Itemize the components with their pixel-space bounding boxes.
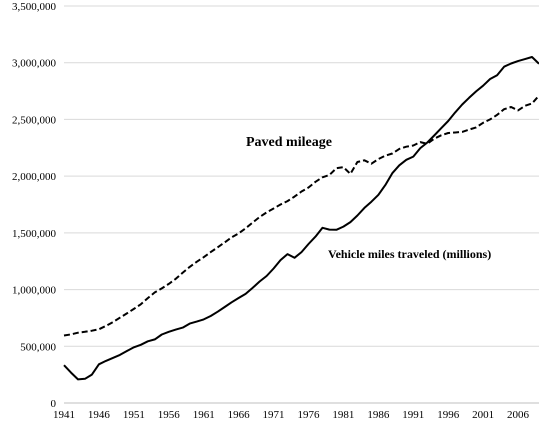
x-tick-label: 1951 [123,409,145,421]
y-tick-label: 1,000,000 [12,285,57,297]
y-tick-label: 500,000 [20,341,56,353]
x-tick-label: 2001 [472,409,494,421]
x-tick-label: 2006 [507,409,530,421]
y-tick-label: 2,500,000 [12,114,57,126]
series-label-paved-mileage: Paved mileage [246,135,332,150]
x-tick-label: 1946 [88,409,111,421]
x-tick-label: 1996 [437,409,460,421]
x-tick-label: 1986 [367,409,390,421]
y-tick-label: 2,000,000 [12,171,57,183]
x-tick-label: 1981 [332,409,354,421]
x-tick-label: 1941 [53,409,75,421]
y-tick-label: 3,000,000 [12,58,57,70]
series-line-paved-mileage [63,94,539,337]
x-tick-labels: 1941 1946 1951 1956 1961 1966 1971 1976 1981 1986… [53,409,530,421]
y-tick-label: 3,500,000 [12,1,57,13]
series-line-vehicle-miles [63,56,539,381]
x-tick-label: 1991 [402,409,424,421]
x-tick-label: 1971 [263,409,285,421]
y-tick-label: 0 [51,398,57,410]
x-tick-label: 1961 [193,409,215,421]
x-tick-label: 1956 [158,409,181,421]
x-tick-label: 1976 [297,409,320,421]
y-tick-labels: 0 500,000 1,000,000 1,500,000 2,000,000 2,500… [12,1,57,410]
x-tick-label: 1966 [228,409,251,421]
series-lines [63,56,539,381]
gridlines [64,5,539,347]
series-label-vehicle-miles: Vehicle miles traveled (millions) [328,247,491,261]
y-tick-label: 1,500,000 [12,228,57,240]
